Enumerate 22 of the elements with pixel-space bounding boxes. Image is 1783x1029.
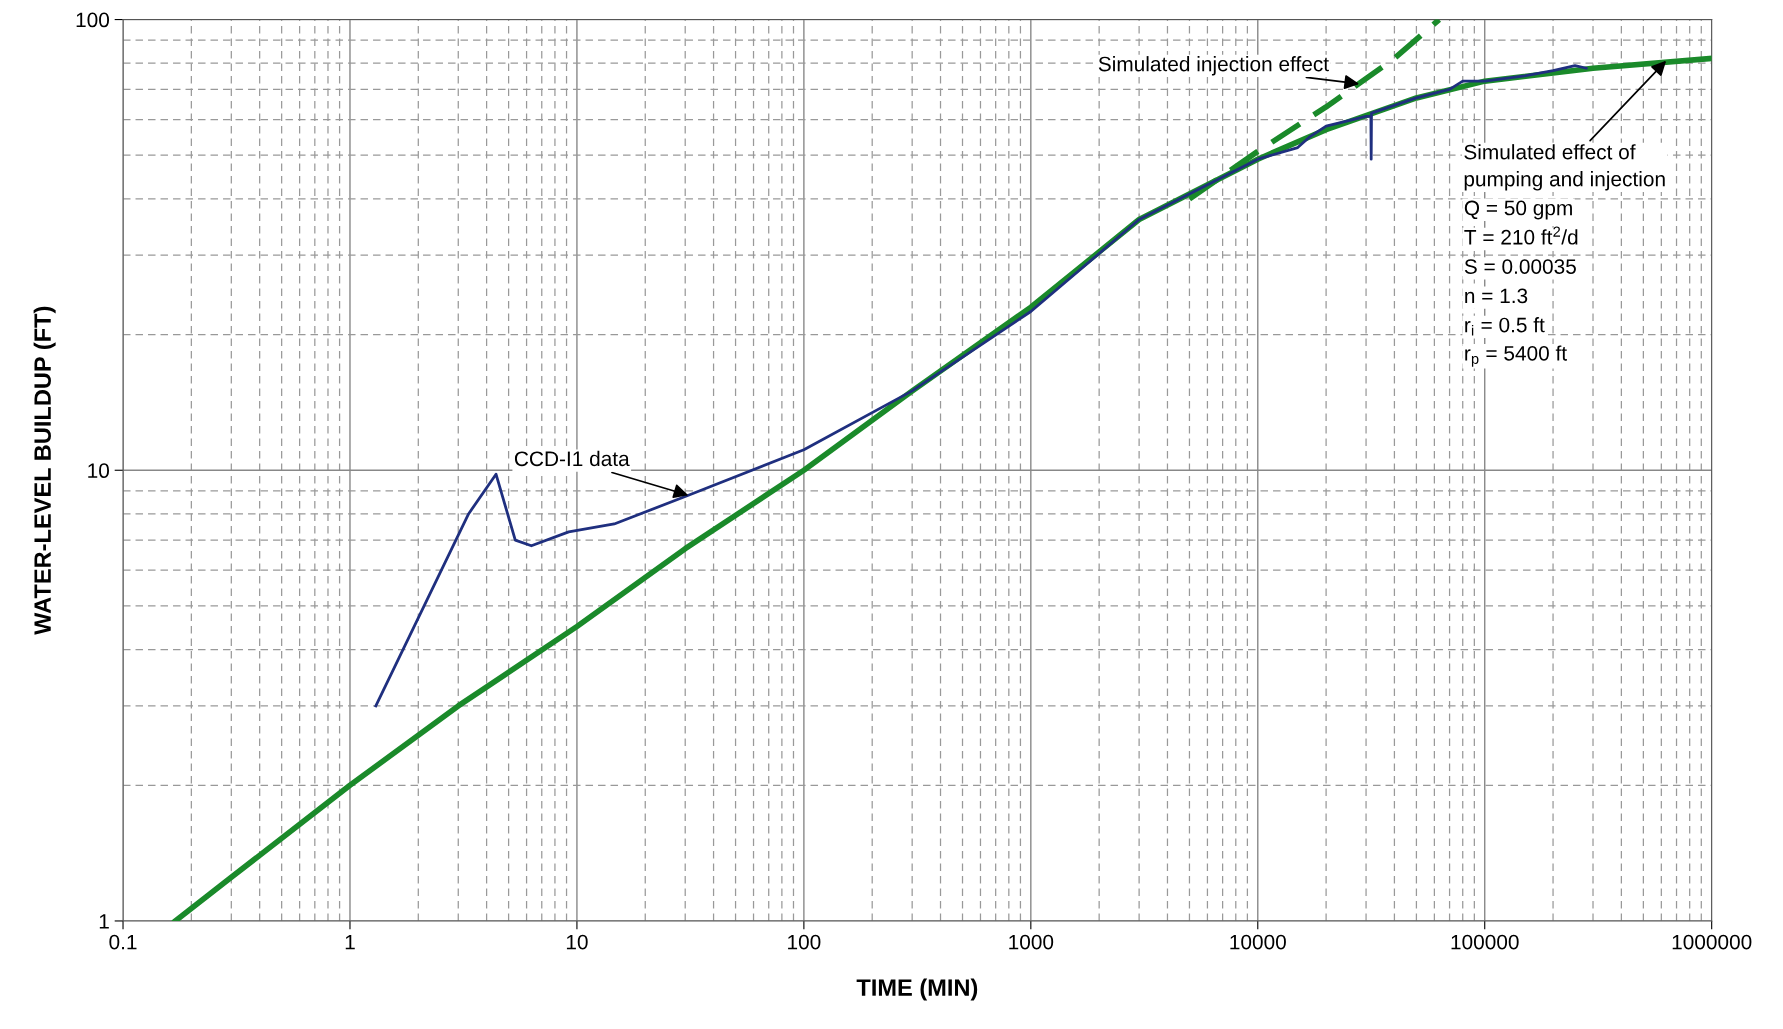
- annotation: S = 0.00035: [1464, 259, 1576, 274]
- x-tick-label: 10: [566, 934, 588, 950]
- x-tick-label: 0.1: [109, 934, 137, 950]
- x-tick-label: 1: [345, 934, 355, 950]
- annotation: T = 210 ft$^{2}$/d: [1464, 226, 1578, 245]
- x-tick-label: 100000: [1451, 934, 1519, 950]
- annotation: CCD-I1 data: [514, 450, 630, 467]
- annotation: n = 1.3: [1465, 288, 1528, 304]
- x-tick-label: 100: [788, 934, 821, 950]
- annotation: Q = 50 gpm: [1464, 200, 1572, 220]
- y-tick-label: 10: [88, 463, 110, 479]
- y-tick-label: 100: [76, 12, 110, 28]
- annotation: Simulated injection effect: [1098, 56, 1329, 76]
- y-tick-label: 1: [99, 914, 109, 929]
- x-tick-label: 1000000: [1672, 934, 1752, 950]
- annotation: r$_{p}$ = 5400 ft: [1465, 345, 1567, 367]
- annotation: r$_{i}$ = 0.5 ft: [1465, 317, 1545, 336]
- y-axis-title: WATER-LEVEL BUILDUP (FT): [33, 306, 56, 635]
- x-tick-label: 1000: [1009, 934, 1054, 950]
- annotation: Simulated effect of pumping and injection: [1464, 144, 1665, 191]
- x-axis-title: TIME (MIN): [856, 978, 978, 1001]
- x-tick-label: 10000: [1230, 934, 1286, 950]
